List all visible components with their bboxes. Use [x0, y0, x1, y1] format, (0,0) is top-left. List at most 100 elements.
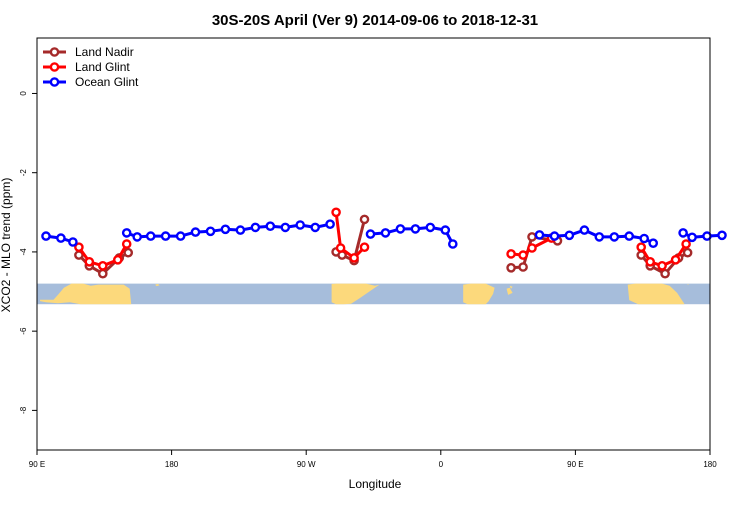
data-point-ocean-glint [310, 222, 321, 233]
legend-label-land-nadir: Land Nadir [75, 45, 134, 59]
data-point-land-nadir [527, 232, 537, 242]
legend-label-ocean-glint: Ocean Glint [75, 75, 139, 89]
series-land-glint [74, 207, 691, 271]
data-point-ocean-glint [250, 222, 261, 233]
data-point-ocean-glint [410, 224, 421, 234]
data-point-ocean-glint [365, 229, 376, 239]
data-point-land-glint [645, 256, 656, 267]
series-layer [41, 207, 727, 279]
data-point-ocean-glint [205, 226, 216, 237]
data-point-ocean-glint [425, 222, 436, 233]
data-point-land-glint [98, 260, 108, 271]
data-point-land-glint [527, 243, 537, 253]
data-point-ocean-glint [440, 225, 451, 235]
series-line-ocean-glint [682, 231, 723, 239]
data-point-land-nadir [518, 262, 528, 272]
y-tick-label: 0 [19, 91, 28, 96]
series-line-land-glint [510, 236, 553, 257]
data-point-ocean-glint [648, 238, 659, 248]
data-point-ocean-glint [717, 230, 727, 241]
data-point-land-glint [335, 243, 346, 253]
data-point-ocean-glint [639, 233, 650, 244]
land-shape-4 [463, 283, 495, 305]
land-ocean-band [37, 283, 710, 305]
data-point-land-glint [121, 239, 132, 249]
data-point-ocean-glint [235, 225, 246, 235]
land-shape-6 [509, 285, 513, 289]
data-point-land-glint [349, 253, 359, 263]
land-shape-2 [155, 284, 160, 287]
data-point-ocean-glint [325, 219, 335, 229]
data-point-land-nadir [682, 247, 693, 258]
data-point-land-nadir [359, 214, 370, 225]
y-tick-label: -4 [19, 248, 28, 256]
data-point-land-glint [506, 249, 516, 259]
data-point-ocean-glint [280, 222, 291, 233]
data-point-ocean-glint [56, 233, 66, 243]
x-tick-label: 90 E [29, 460, 45, 469]
data-point-land-glint [84, 256, 95, 267]
data-point-ocean-glint [68, 237, 78, 247]
data-point-ocean-glint [702, 231, 712, 241]
y-tick-label: -8 [19, 406, 28, 414]
data-point-land-glint [681, 239, 691, 249]
data-point-ocean-glint [190, 227, 201, 237]
data-point-land-glint [518, 250, 528, 260]
y-tick-label: -6 [19, 327, 28, 335]
data-point-ocean-glint [121, 228, 132, 238]
y-tick-label: -2 [19, 169, 28, 177]
ocean-band [37, 283, 710, 305]
data-point-ocean-glint [41, 231, 51, 241]
data-point-ocean-glint [609, 232, 620, 242]
data-point-land-glint [113, 254, 123, 265]
land-shape-1 [40, 283, 132, 305]
data-point-ocean-glint [395, 224, 406, 234]
legend-marker-ocean-glint [49, 77, 60, 87]
legend-marker-land-nadir [49, 47, 60, 57]
data-point-ocean-glint [534, 230, 545, 240]
y-axis-label: XCO2 - MLO trend (ppm) [0, 178, 13, 313]
axes: 90 E 180 90 W 0 90 E 180 0 -2 -4 -6 -8 [19, 37, 717, 469]
data-point-land-nadir [98, 268, 108, 279]
data-point-land-glint [670, 254, 681, 265]
data-point-ocean-glint [295, 220, 306, 230]
land-shape-7 [627, 283, 685, 305]
data-point-ocean-glint [447, 239, 458, 249]
data-point-land-glint [636, 242, 647, 252]
data-point-land-glint [657, 260, 667, 271]
series-line-land-glint [334, 212, 366, 260]
data-point-ocean-glint [579, 225, 590, 235]
data-point-ocean-glint [265, 221, 276, 231]
x-tick-label: 180 [165, 460, 179, 469]
data-point-ocean-glint [624, 231, 635, 241]
chart-title: 30S-20S April (Ver 9) 2014-09-06 to 2018… [212, 12, 538, 29]
series-ocean-glint [41, 219, 727, 249]
data-point-ocean-glint [220, 224, 231, 235]
data-point-land-nadir [123, 247, 133, 258]
data-point-ocean-glint [175, 231, 186, 241]
data-point-ocean-glint [132, 232, 142, 242]
land-shape-8 [687, 284, 690, 285]
series-land-nadir [74, 214, 693, 279]
data-point-land-nadir [660, 268, 670, 279]
x-tick-label: 180 [703, 460, 717, 469]
land-shape-5 [506, 287, 513, 295]
x-tick-label: 0 [439, 460, 444, 469]
data-point-ocean-glint [549, 231, 560, 241]
data-point-ocean-glint [145, 231, 156, 241]
x-tick-label: 90 E [567, 460, 583, 469]
data-point-land-glint [331, 207, 341, 218]
x-tick-label: 90 W [297, 460, 316, 469]
legend-label-land-glint: Land Glint [75, 60, 130, 74]
legend-marker-land-glint [49, 62, 60, 72]
data-point-ocean-glint [380, 228, 391, 238]
data-point-ocean-glint [594, 232, 605, 242]
land-shape-3 [331, 283, 380, 305]
x-axis-label: Longitude [349, 477, 402, 491]
data-point-land-glint [359, 242, 370, 252]
data-point-ocean-glint [687, 232, 697, 243]
data-point-ocean-glint [564, 230, 575, 241]
